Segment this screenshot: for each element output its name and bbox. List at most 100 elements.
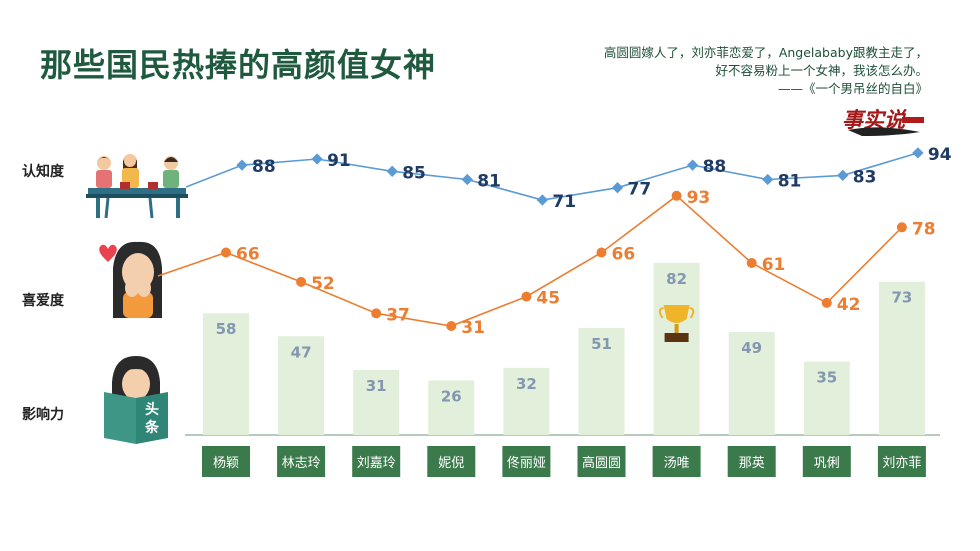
trophy-cup xyxy=(663,305,690,323)
logo-brush-icon xyxy=(848,127,920,136)
value-label-likability: 45 xyxy=(536,289,560,309)
point-awareness xyxy=(837,169,849,182)
category-label: 妮倪 xyxy=(438,456,464,471)
value-label-awareness: 81 xyxy=(477,172,501,192)
category-box xyxy=(877,446,926,477)
point-likability xyxy=(521,291,532,302)
category-box xyxy=(352,446,401,477)
point-awareness xyxy=(461,173,473,186)
trophy-handle-left xyxy=(658,307,664,319)
bar-influence xyxy=(878,281,925,435)
point-awareness xyxy=(611,182,624,194)
category-box xyxy=(502,446,551,477)
bar-influence xyxy=(728,332,775,435)
quote-block: 高圆圆嫁人了，刘亦菲恋爱了，Angelababy跟教主走了， 好不容易粉上一个女… xyxy=(528,44,928,98)
category-label: 巩俐 xyxy=(814,456,840,471)
point-awareness xyxy=(762,173,774,186)
page-title: 那些国民热捧的高颜值女神 xyxy=(40,46,437,84)
value-label-likability: 93 xyxy=(687,188,711,208)
quote-line-1: 高圆圆嫁人了，刘亦菲恋爱了，Angelababy跟教主走了， xyxy=(603,45,928,60)
reading-girl-icon: 头 条 xyxy=(104,356,168,444)
category-box xyxy=(277,446,326,477)
category-label: 刘亦菲 xyxy=(882,455,921,471)
point-likability xyxy=(371,308,382,319)
point-awareness xyxy=(386,165,398,177)
bar-influence xyxy=(803,361,850,435)
category-label: 杨颖 xyxy=(213,456,239,471)
category-box xyxy=(577,446,626,477)
row-label-awareness: 认知度 xyxy=(22,164,64,180)
point-likability xyxy=(446,321,457,331)
category-label: 刘嘉玲 xyxy=(357,456,396,471)
value-label-likability: 37 xyxy=(386,305,410,325)
bar-influence xyxy=(353,369,400,435)
point-likability xyxy=(671,190,682,201)
value-label-likability: 52 xyxy=(311,274,335,294)
bar-value-label: 32 xyxy=(516,375,537,393)
point-likability xyxy=(596,247,607,258)
value-label-awareness: 88 xyxy=(703,157,727,177)
point-likability xyxy=(746,258,757,268)
svg-text:条: 条 xyxy=(144,419,160,436)
point-likability xyxy=(896,222,907,233)
bar-value-label: 31 xyxy=(366,377,387,395)
meeting-people-icon xyxy=(86,154,188,219)
value-label-likability: 61 xyxy=(762,255,786,275)
bar-value-label: 47 xyxy=(291,343,312,361)
value-label-awareness: 88 xyxy=(252,157,276,177)
category-label: 佟丽娅 xyxy=(507,455,546,471)
value-label-likability: 66 xyxy=(236,245,260,265)
category-box xyxy=(202,446,250,477)
bar-influence xyxy=(653,262,700,435)
point-likability xyxy=(296,276,307,287)
trophy-handle-right xyxy=(689,307,695,319)
category-label: 汤唯 xyxy=(664,456,690,471)
heart-icon xyxy=(99,244,117,262)
trophy-stem xyxy=(674,324,679,333)
bar-value-label: 26 xyxy=(441,387,462,405)
point-awareness xyxy=(912,147,924,159)
bar-influence xyxy=(578,327,625,435)
logo-badge-icon xyxy=(902,117,924,123)
bar-value-label: 82 xyxy=(666,270,687,288)
series-line-likability xyxy=(157,194,903,327)
point-likability xyxy=(221,247,231,258)
category-label: 高圆圆 xyxy=(582,455,621,471)
category-box xyxy=(427,446,476,477)
trophy-base xyxy=(664,333,689,342)
quote-line-2: 好不容易粉上一个女神，我该怎么办。 xyxy=(715,63,928,78)
value-label-awareness: 77 xyxy=(628,180,652,200)
bar-value-label: 49 xyxy=(741,339,762,357)
value-label-awareness: 85 xyxy=(402,163,426,183)
value-label-likability: 42 xyxy=(837,295,861,315)
value-label-awareness: 91 xyxy=(327,151,351,171)
row-label-likability: 喜爱度 xyxy=(22,293,64,309)
quote-attribution: ——《一个男吊丝的自白》 xyxy=(777,81,928,96)
value-label-awareness: 83 xyxy=(853,167,877,187)
bar-value-label: 51 xyxy=(591,335,612,353)
value-label-awareness: 81 xyxy=(778,172,802,192)
point-likability xyxy=(821,297,832,308)
point-awareness xyxy=(536,194,549,206)
category-box xyxy=(802,446,851,477)
bar-value-label: 35 xyxy=(816,369,837,387)
category-box xyxy=(652,446,701,477)
category-box xyxy=(727,446,776,477)
svg-text:头: 头 xyxy=(145,401,159,418)
bar-influence xyxy=(278,336,325,435)
value-label-awareness: 94 xyxy=(928,145,952,165)
trophy-icon xyxy=(658,305,695,342)
value-label-likability: 78 xyxy=(912,219,936,239)
value-label-likability: 31 xyxy=(461,318,485,338)
crying-girl-icon xyxy=(113,241,162,318)
bar-influence xyxy=(428,380,475,435)
point-awareness xyxy=(311,153,323,165)
category-label: 林志玲 xyxy=(282,456,321,471)
category-label: 那英 xyxy=(739,456,765,471)
bar-influence xyxy=(503,367,550,435)
bar-influence xyxy=(203,313,249,435)
point-awareness xyxy=(236,159,248,171)
bar-value-label: 73 xyxy=(891,289,912,307)
value-label-awareness: 71 xyxy=(552,192,576,212)
